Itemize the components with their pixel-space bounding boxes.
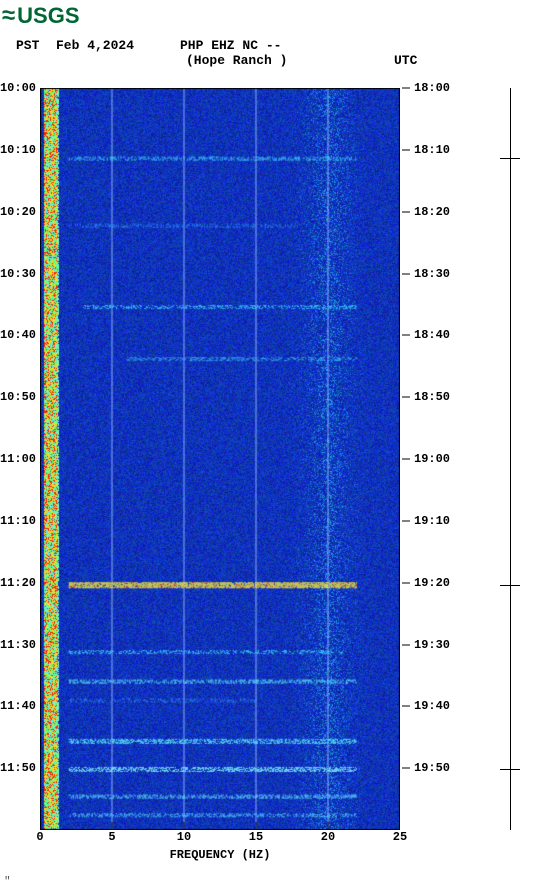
y-left-tick: 11:50 bbox=[0, 761, 36, 775]
spectrogram-canvas bbox=[40, 88, 400, 830]
sidebar-bump bbox=[500, 769, 520, 770]
y-axis-right-utc: 18:0018:1018:2018:3018:4018:5019:0019:10… bbox=[402, 88, 452, 830]
y-right-tick: 19:20 bbox=[414, 576, 450, 590]
x-tick: 10 bbox=[177, 830, 191, 844]
y-left-tick: 10:10 bbox=[0, 143, 36, 157]
amplitude-sidebar bbox=[490, 88, 540, 830]
y-left-tick: 10:50 bbox=[0, 390, 36, 404]
y-left-tick: 10:20 bbox=[0, 205, 36, 219]
y-axis-left-pst: 10:0010:1010:2010:3010:4010:5011:0011:10… bbox=[0, 88, 38, 830]
y-right-tick-mark bbox=[402, 768, 410, 769]
usgs-logo: ≈ USGS bbox=[2, 2, 80, 30]
y-right-tick: 18:10 bbox=[414, 143, 450, 157]
x-axis-frequency: FREQUENCY (HZ) 0510152025 bbox=[40, 830, 400, 870]
y-right-tick-mark bbox=[402, 582, 410, 583]
y-right-tick: 18:20 bbox=[414, 205, 450, 219]
y-left-tick: 10:40 bbox=[0, 328, 36, 342]
spectrogram-plot bbox=[40, 88, 400, 830]
y-right-tick: 18:00 bbox=[414, 81, 450, 95]
y-right-tick-mark bbox=[402, 644, 410, 645]
y-left-tick: 11:00 bbox=[0, 452, 36, 466]
x-tick: 25 bbox=[393, 830, 407, 844]
y-right-tick-mark bbox=[402, 397, 410, 398]
y-right-tick: 18:40 bbox=[414, 328, 450, 342]
y-left-tick: 11:20 bbox=[0, 576, 36, 590]
sidebar-baseline bbox=[510, 88, 511, 830]
y-left-tick: 10:00 bbox=[0, 81, 36, 95]
y-left-tick: 11:40 bbox=[0, 699, 36, 713]
y-right-tick: 19:40 bbox=[414, 699, 450, 713]
x-tick: 5 bbox=[108, 830, 115, 844]
x-tick: 20 bbox=[321, 830, 335, 844]
y-right-tick-mark bbox=[402, 335, 410, 336]
location-label: (Hope Ranch ) bbox=[186, 53, 287, 68]
logo-wave-icon: ≈ bbox=[2, 2, 15, 30]
y-right-tick-mark bbox=[402, 88, 410, 89]
y-right-tick-mark bbox=[402, 459, 410, 460]
y-right-tick-mark bbox=[402, 520, 410, 521]
date-label: Feb 4,2024 bbox=[56, 38, 134, 53]
y-left-tick: 10:30 bbox=[0, 267, 36, 281]
y-right-tick: 19:00 bbox=[414, 452, 450, 466]
x-axis-label: FREQUENCY (HZ) bbox=[170, 848, 271, 862]
sidebar-bump bbox=[500, 585, 520, 586]
y-right-tick-mark bbox=[402, 211, 410, 212]
x-tick: 15 bbox=[249, 830, 263, 844]
logo-text: USGS bbox=[17, 3, 79, 29]
y-right-tick: 19:30 bbox=[414, 638, 450, 652]
tz-right-label: UTC bbox=[394, 53, 417, 68]
y-right-tick: 19:50 bbox=[414, 761, 450, 775]
y-right-tick-mark bbox=[402, 273, 410, 274]
tz-left-label: PST bbox=[16, 38, 39, 53]
station-label: PHP EHZ NC -- bbox=[180, 38, 281, 53]
y-left-tick: 11:30 bbox=[0, 638, 36, 652]
y-right-tick: 18:30 bbox=[414, 267, 450, 281]
y-right-tick: 18:50 bbox=[414, 390, 450, 404]
sidebar-bump bbox=[500, 158, 520, 159]
y-right-tick: 19:10 bbox=[414, 514, 450, 528]
footer-mark: " bbox=[4, 876, 11, 888]
y-left-tick: 11:10 bbox=[0, 514, 36, 528]
y-right-tick-mark bbox=[402, 149, 410, 150]
x-tick: 0 bbox=[36, 830, 43, 844]
y-right-tick-mark bbox=[402, 706, 410, 707]
